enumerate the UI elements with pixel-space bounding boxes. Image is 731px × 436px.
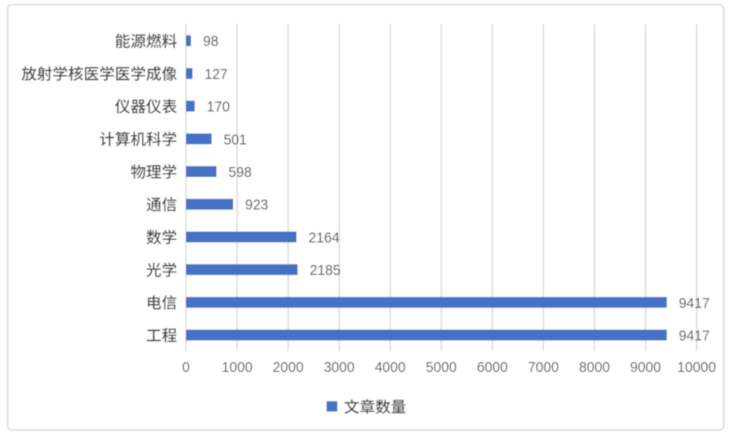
svg-text:6000: 6000 [477, 359, 508, 376]
svg-text:0: 0 [182, 359, 190, 376]
svg-text:98: 98 [203, 33, 219, 50]
svg-text:8000: 8000 [579, 359, 610, 376]
svg-text:1000: 1000 [222, 359, 253, 376]
svg-text:2000: 2000 [273, 359, 304, 376]
svg-text:9000: 9000 [630, 359, 661, 376]
svg-text:598: 598 [229, 164, 252, 181]
svg-text:501: 501 [224, 131, 247, 148]
svg-text:170: 170 [207, 99, 230, 116]
svg-text:4000: 4000 [375, 359, 406, 376]
svg-text:5000: 5000 [426, 359, 457, 376]
svg-text:10000: 10000 [677, 359, 716, 376]
svg-text:2164: 2164 [309, 229, 340, 246]
svg-text:127: 127 [205, 66, 228, 83]
svg-text:9417: 9417 [679, 295, 710, 312]
svg-text:9417: 9417 [679, 327, 710, 344]
svg-text:7000: 7000 [528, 359, 559, 376]
svg-text:923: 923 [245, 197, 268, 214]
svg-text:2185: 2185 [310, 262, 341, 279]
svg-text:3000: 3000 [324, 359, 355, 376]
